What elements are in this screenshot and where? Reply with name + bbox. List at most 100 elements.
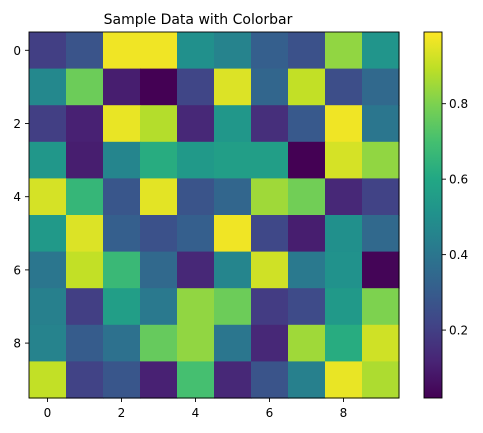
heatmap-cell-r0-c2 [103,32,141,70]
heatmap-cell-r1-c7 [288,68,326,106]
heatmap-cell-r5-c6 [251,215,289,253]
heatmap-cell-r7-c0 [29,288,67,326]
heatmap-cell-r6-c0 [29,251,67,289]
y-tick-label: 4 [13,190,21,204]
heatmap-cell-r7-c2 [103,288,141,326]
heatmap-cell-r3-c9 [362,141,400,179]
heatmap-cell-r8-c8 [325,324,363,362]
heatmap-cell-r8-c4 [177,324,215,362]
heatmap-cell-r4-c7 [288,178,326,216]
heatmap-cell-r6-c8 [325,251,363,289]
heatmap-cell-r3-c8 [325,141,363,179]
heatmap-cell-r4-c8 [325,178,363,216]
heatmap-cell-r1-c2 [103,68,141,106]
heatmap-cell-r5-c9 [362,215,400,253]
heatmap-cell-r6-c4 [177,251,215,289]
heatmap-cell-r0-c8 [325,32,363,70]
heatmap-cell-r3-c4 [177,141,215,179]
heatmap-cell-r4-c9 [362,178,400,216]
heatmap-cell-r7-c7 [288,288,326,326]
plot-frame [28,31,400,399]
heatmap-cell-r9-c4 [177,361,215,399]
heatmap-cell-r9-c7 [288,361,326,399]
heatmap-cell-r5-c3 [140,215,178,253]
heatmap-cell-r2-c5 [214,105,252,143]
x-tick-label: 0 [44,406,52,420]
heatmap-cell-r6-c7 [288,251,326,289]
heatmap-cell-r9-c3 [140,361,178,399]
heatmap-cell-r7-c5 [214,288,252,326]
heatmap-cell-r8-c1 [66,324,104,362]
heatmap-cell-r9-c8 [325,361,363,399]
y-tick-label: 0 [13,44,21,58]
heatmap-cell-r3-c3 [140,141,178,179]
heatmap-cell-r1-c8 [325,68,363,106]
colorbar-tick-label: 0.6 [449,173,468,187]
heatmap-cell-r5-c4 [177,215,215,253]
x-tick-label: 2 [118,406,126,420]
heatmap-cell-r1-c3 [140,68,178,106]
heatmap-cell-r7-c1 [66,288,104,326]
heatmap-cell-r8-c0 [29,324,67,362]
heatmap-cell-r3-c6 [251,141,289,179]
heatmap-cell-r5-c5 [214,215,252,253]
heatmap-cell-r0-c1 [66,32,104,70]
heatmap-cell-r2-c6 [251,105,289,143]
heatmap-cell-r6-c5 [214,251,252,289]
colorbar-tick-label: 0.4 [449,248,468,262]
heatmap-cell-r0-c4 [177,32,215,70]
x-tick-label: 8 [340,406,348,420]
heatmap-cell-r8-c6 [251,324,289,362]
heatmap-cell-r1-c5 [214,68,252,106]
heatmap-cell-r0-c0 [29,32,67,70]
heatmap-cell-r1-c9 [362,68,400,106]
heatmap-cell-r2-c4 [177,105,215,143]
heatmap-cell-r0-c5 [214,32,252,70]
heatmap-cell-r4-c3 [140,178,178,216]
heatmap-cell-r3-c7 [288,141,326,179]
heatmap-cell-r2-c7 [288,105,326,143]
heatmap-cell-r6-c1 [66,251,104,289]
heatmap-cell-r3-c5 [214,141,252,179]
heatmap-cell-r1-c1 [66,68,104,106]
heatmap-cell-r3-c0 [29,141,67,179]
heatmap-cell-r1-c6 [251,68,289,106]
heatmap-cell-r1-c4 [177,68,215,106]
chart-title: Sample Data with Colorbar [104,12,293,28]
heatmap-cell-r5-c2 [103,215,141,253]
heatmap-cell-r0-c6 [251,32,289,70]
heatmap-cell-r7-c8 [325,288,363,326]
heatmap-cell-r8-c5 [214,324,252,362]
heatmap-cell-r2-c9 [362,105,400,143]
heatmap-cell-r0-c7 [288,32,326,70]
heatmap-cell-r8-c2 [103,324,141,362]
heatmap-cell-r4-c1 [66,178,104,216]
x-tick-label: 6 [266,406,274,420]
heatmap-cell-r7-c6 [251,288,289,326]
x-tick-label: 4 [192,406,200,420]
heatmap-cell-r2-c1 [66,105,104,143]
heatmap-cell-r5-c1 [66,215,104,253]
colorbar-frame [423,31,443,399]
heatmap-cell-r9-c6 [251,361,289,399]
colorbar-gradient [424,32,442,398]
heatmap-cell-r4-c5 [214,178,252,216]
heatmap-cell-r4-c2 [103,178,141,216]
heatmap-cell-r1-c0 [29,68,67,106]
heatmap-cell-r6-c2 [103,251,141,289]
heatmap-cell-r9-c2 [103,361,141,399]
colorbar: 0.2 0.4 0.6 0.8 [423,31,468,399]
y-axis: 0 2 4 6 8 [13,44,29,351]
heatmap-cell-r4-c6 [251,178,289,216]
heatmap-cells [29,32,400,399]
heatmap-cell-r7-c3 [140,288,178,326]
heatmap-cell-r4-c0 [29,178,67,216]
heatmap-cell-r8-c3 [140,324,178,362]
heatmap-cell-r9-c1 [66,361,104,399]
heatmap-cell-r9-c5 [214,361,252,399]
heatmap-cell-r4-c4 [177,178,215,216]
y-tick-label: 2 [13,117,21,131]
heatmap-cell-r5-c0 [29,215,67,253]
heatmap-cell-r2-c8 [325,105,363,143]
